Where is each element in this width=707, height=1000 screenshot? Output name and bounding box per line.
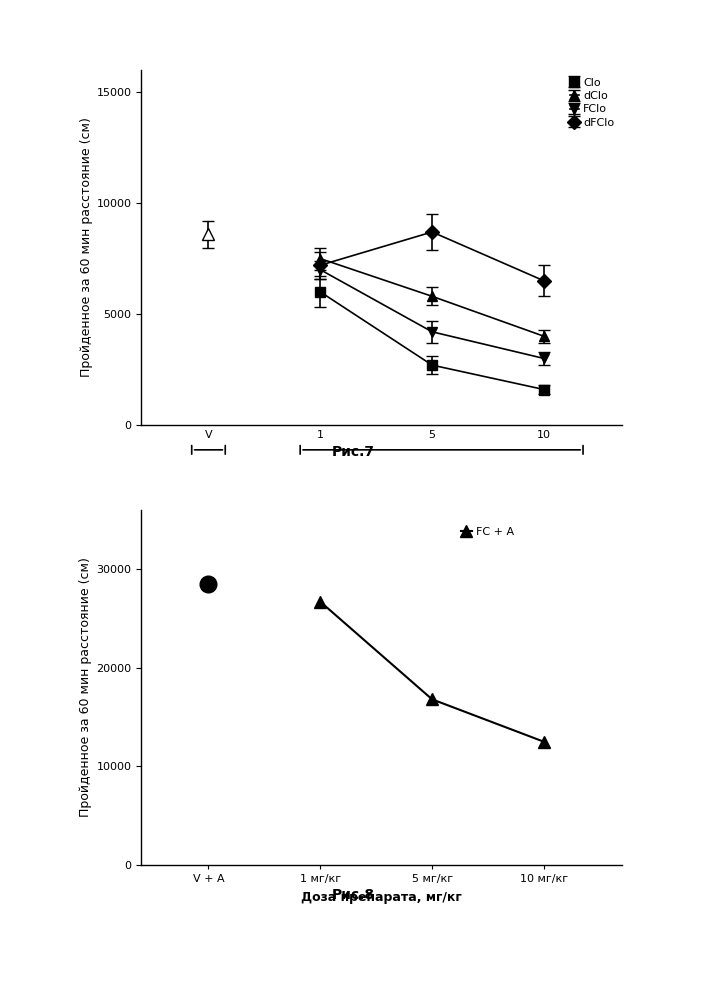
Y-axis label: Пройденное за 60 мин расстояние (см): Пройденное за 60 мин расстояние (см) [79,558,93,817]
FC + A [428,693,436,705]
Legend: FC + A: FC + A [456,523,519,542]
Line: FC + A: FC + A [314,595,550,748]
FC + A [316,596,325,608]
Text: Рис.8: Рис.8 [332,888,375,902]
X-axis label: Доза препарата, мг/кг: Доза препарата, мг/кг [301,891,462,904]
FC + A [539,736,548,748]
Y-axis label: Пройденное за 60 мин расстояние (см): Пройденное за 60 мин расстояние (см) [79,118,93,377]
Legend: Clo, dClo, FClo, dFClo: Clo, dClo, FClo, dFClo [566,73,619,132]
Text: Рис.7: Рис.7 [332,445,375,459]
